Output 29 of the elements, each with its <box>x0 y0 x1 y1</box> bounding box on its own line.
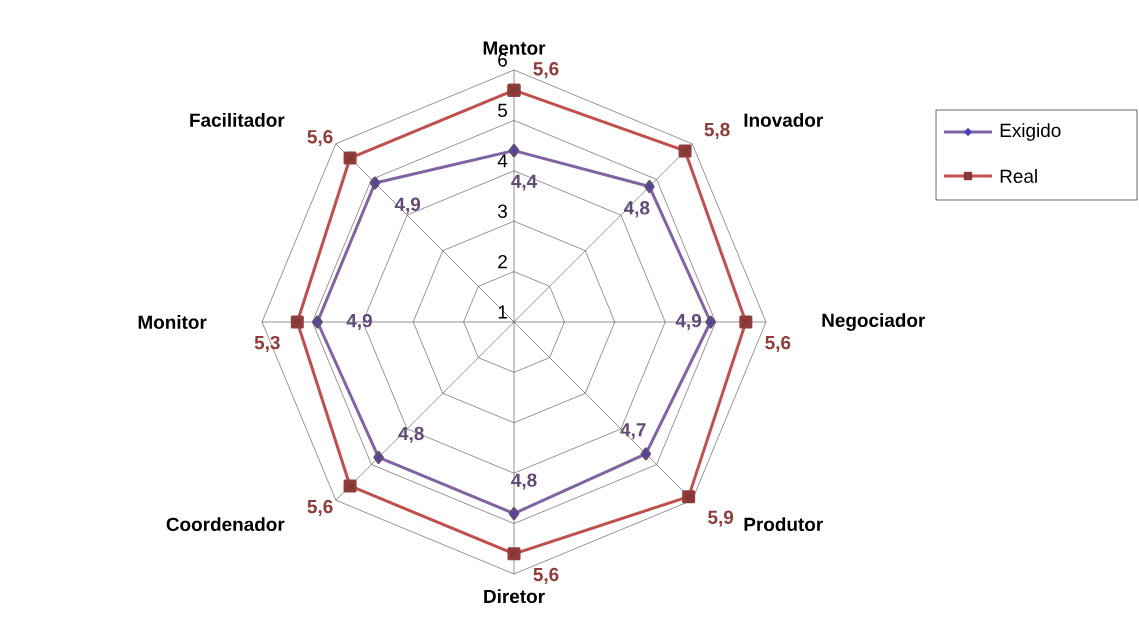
spoke-label: Monitor <box>138 315 207 329</box>
data-label: 4,8 <box>398 426 424 443</box>
data-label: 5,6 <box>533 62 559 79</box>
data-label: 5,3 <box>254 335 280 353</box>
data-label: 4,8 <box>511 473 537 490</box>
y-tick-label: 1 <box>498 305 507 319</box>
spoke-label: Negociador <box>822 313 926 331</box>
y-tick-label: 3 <box>498 204 507 218</box>
spoke-label: Diretor <box>484 589 545 604</box>
data-label: 4,9 <box>675 313 702 331</box>
spoke-label: Mentor <box>483 41 546 55</box>
legend-label: Real <box>1000 169 1037 183</box>
spoke-label: Inovador <box>744 112 823 127</box>
data-label: 5,6 <box>307 129 333 147</box>
y-tick-label: 4 <box>497 154 508 168</box>
spoke-label: Produtor <box>744 517 823 532</box>
data-label: 5,6 <box>307 499 333 516</box>
data-label: 4,9 <box>346 313 372 331</box>
data-label: 5,9 <box>708 510 734 527</box>
data-label: 5,6 <box>765 335 791 353</box>
data-label: 4,8 <box>623 201 650 218</box>
data-label: 4,4 <box>511 174 538 191</box>
spoke-label: Coordenador <box>166 517 285 532</box>
spoke-label: Facilitador <box>190 112 285 127</box>
y-tick-label: 2 <box>498 254 507 269</box>
data-label: 5,8 <box>704 122 730 139</box>
legend-label: Exigido <box>1000 123 1061 141</box>
data-label: 5,6 <box>533 567 559 584</box>
y-tick-label: 5 <box>498 103 508 117</box>
